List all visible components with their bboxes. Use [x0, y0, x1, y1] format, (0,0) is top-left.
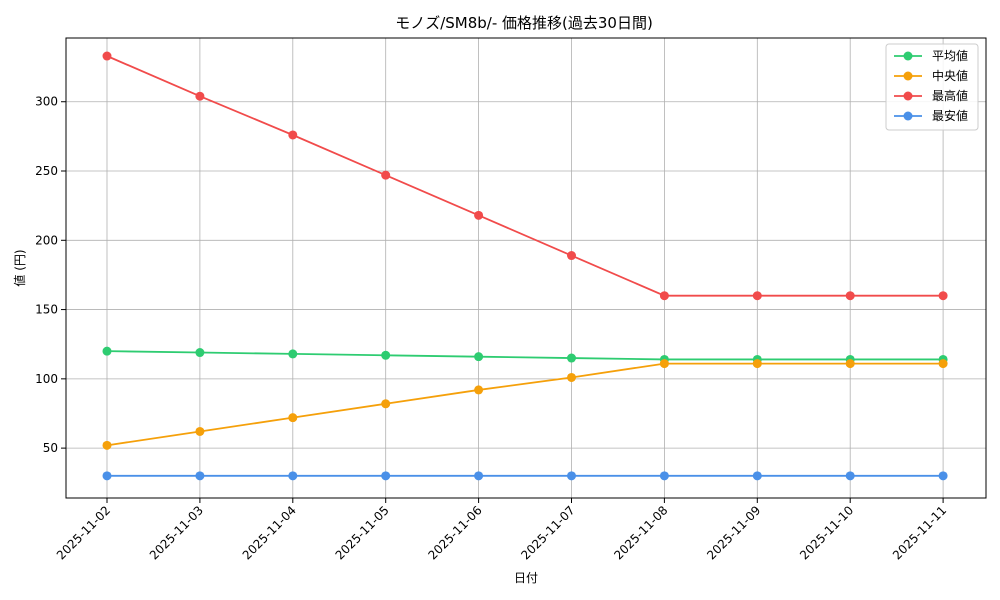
data-point [288, 130, 298, 140]
chart-title: モノズ/SM8b/- 価格推移(過去30日間) [395, 14, 653, 32]
legend-item: 平均値 [894, 48, 968, 63]
data-point [845, 471, 855, 481]
legend-marker [903, 111, 913, 121]
series-3 [102, 51, 948, 301]
data-point [474, 385, 484, 395]
x-tick-label: 2025-11-10 [797, 503, 856, 562]
data-point [567, 251, 576, 261]
legend-label: 最安値 [932, 108, 968, 123]
x-tick-label: 2025-11-05 [333, 503, 392, 562]
data-point [474, 471, 484, 481]
data-point [659, 291, 669, 301]
y-tick-label: 300 [35, 95, 58, 109]
legend-box [885, 43, 979, 131]
data-point [938, 359, 948, 369]
series-line [106, 350, 944, 361]
data-point [474, 352, 484, 362]
series-2 [102, 359, 948, 450]
data-point [195, 426, 205, 436]
legend-item: 最高値 [894, 88, 968, 103]
data-point [752, 291, 762, 301]
x-tick-label: 2025-11-07 [518, 503, 577, 562]
series-line [106, 55, 944, 297]
data-point [567, 353, 576, 363]
data-point [195, 348, 205, 358]
x-axis-ticks: 2025-11-02 2025-11-03 2025-11-04 2025-11-05… [54, 498, 949, 562]
y-tick-label: 200 [35, 233, 58, 247]
series-1 [102, 346, 948, 364]
x-tick-label: 2025-11-06 [426, 503, 485, 562]
data-point [381, 350, 391, 360]
data-point [288, 349, 298, 359]
data-point [474, 210, 484, 220]
data-point [845, 291, 855, 301]
x-tick-label: 2025-11-04 [240, 503, 299, 562]
legend-label: 最高値 [932, 88, 968, 103]
data-point [659, 359, 669, 369]
legend-item: 最安値 [894, 108, 968, 123]
x-tick-label: 2025-11-11 [890, 503, 949, 562]
data-point [659, 471, 669, 481]
data-point [938, 291, 948, 301]
data-point [567, 471, 576, 481]
data-point [102, 51, 112, 61]
data-point [381, 170, 391, 180]
y-axis-label: 値 (円) [12, 249, 27, 286]
data-point [102, 440, 112, 450]
plot-frame [65, 37, 987, 499]
legend-label: 平均値 [932, 48, 968, 63]
series-4 [102, 471, 948, 481]
data-point [752, 471, 762, 481]
grid [66, 38, 986, 498]
y-tick-label: 250 [35, 164, 58, 178]
data-point [845, 359, 855, 369]
legend-label: 中央値 [932, 68, 968, 83]
data-point [195, 471, 205, 481]
legend-marker [903, 71, 913, 81]
legend-item: 中央値 [894, 68, 968, 83]
x-tick-label: 2025-11-02 [54, 503, 113, 562]
x-tick-label: 2025-11-08 [611, 503, 670, 562]
data-point [288, 471, 298, 481]
y-tick-label: 100 [35, 372, 58, 386]
x-tick-label: 2025-11-09 [704, 503, 763, 562]
x-tick-label: 2025-11-03 [147, 503, 206, 562]
series-layer [102, 51, 948, 481]
data-point [381, 399, 391, 409]
data-point [288, 413, 298, 423]
series-line [106, 362, 944, 447]
data-point [195, 91, 205, 101]
x-axis-label: 日付 [514, 571, 538, 585]
data-point [567, 372, 576, 382]
data-point [102, 346, 112, 356]
data-point [752, 359, 762, 369]
data-point [102, 471, 112, 481]
data-point [938, 471, 948, 481]
y-tick-label: 50 [43, 441, 58, 455]
legend-marker [903, 51, 913, 61]
data-point [381, 471, 391, 481]
legend-marker [903, 91, 913, 101]
y-axis-ticks: 50 100 150 200 250 300 [35, 95, 66, 455]
y-tick-label: 150 [35, 303, 58, 317]
